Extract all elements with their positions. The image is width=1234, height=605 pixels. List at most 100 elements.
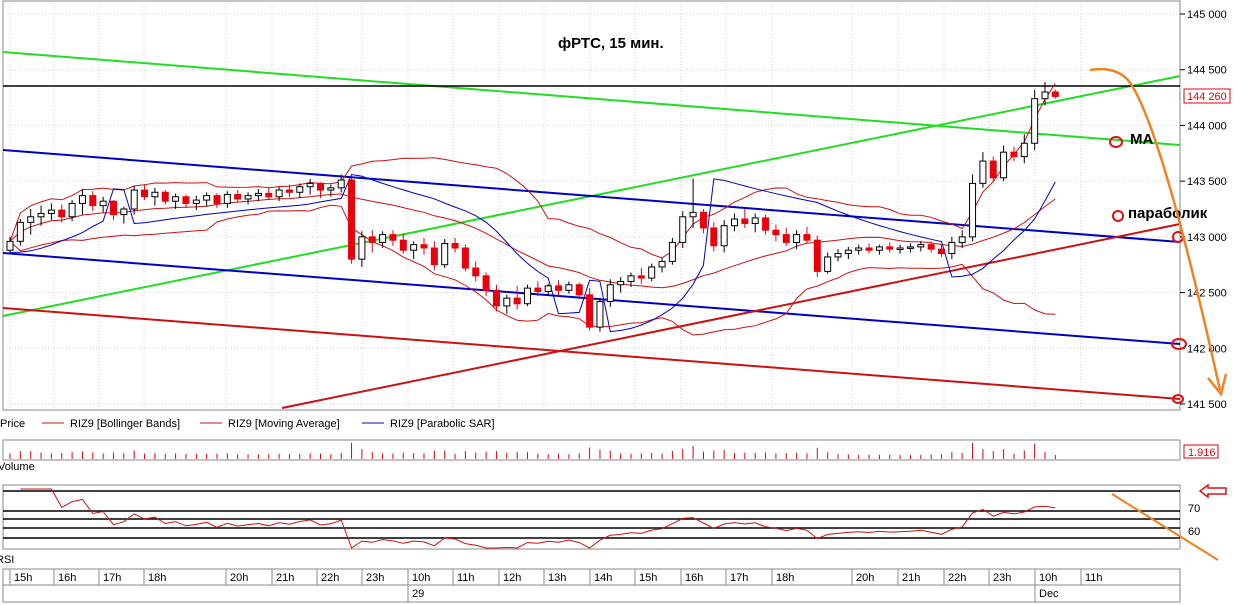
- candle-body: [958, 236, 966, 243]
- candle-body: [896, 247, 904, 250]
- candle-body: [1010, 151, 1018, 158]
- rsi-tick-70: 70: [1188, 503, 1200, 515]
- candle-body: [813, 239, 821, 272]
- candle-body: [679, 216, 687, 243]
- candle-body: [979, 160, 987, 184]
- candle-body: [389, 234, 397, 241]
- time-label: 15h: [639, 572, 657, 584]
- time-label: 22h: [321, 572, 339, 584]
- legend: Price RIZ9 [Bollinger Bands] RIZ9 [Movin…: [0, 418, 495, 430]
- candle-body: [306, 182, 314, 188]
- candle-body: [969, 182, 977, 238]
- candle-body: [824, 256, 832, 272]
- candle-body: [865, 247, 873, 251]
- marker-target-3: [1172, 394, 1184, 404]
- red-trendline-rising: [281, 223, 1181, 409]
- candle-body: [606, 284, 614, 302]
- candle-body: [368, 236, 376, 243]
- price-panel-frame: [2, 0, 1181, 411]
- candle-body: [617, 280, 625, 286]
- candle-body: [78, 195, 86, 204]
- candle-body: [586, 294, 594, 328]
- candle-body: [6, 240, 14, 251]
- price-tick-label: 144 000: [1187, 120, 1227, 132]
- annotation-parabolic: параболик: [1128, 205, 1208, 222]
- blue-channel-upper: [2, 149, 1181, 243]
- volume-label: Volume: [0, 461, 35, 473]
- time-label: 11h: [457, 572, 475, 584]
- indicator-lines: [9, 83, 1056, 336]
- candle-body: [741, 218, 749, 224]
- candle-body: [379, 234, 387, 243]
- time-label: 17h: [103, 572, 121, 584]
- forecast-arrowhead: [1207, 373, 1228, 397]
- rsi-label: RSI: [0, 554, 14, 566]
- time-label: 22h: [948, 572, 966, 584]
- volume-panel-frame: [2, 439, 1181, 461]
- candle-body: [234, 194, 242, 200]
- marker-parabolic: [1112, 210, 1124, 222]
- forecast-arrow: [1089, 67, 1222, 391]
- candle-body: [130, 189, 138, 210]
- volume-readout-box: [1183, 444, 1219, 459]
- candle-body: [348, 179, 356, 260]
- legend-bollinger: RIZ9 [Bollinger Bands]: [70, 418, 180, 430]
- candle-body: [16, 221, 24, 242]
- candle-body: [327, 187, 335, 191]
- candle-body: [141, 189, 149, 198]
- annotation-ma: MA: [1130, 131, 1153, 148]
- moving-average: [9, 193, 1056, 289]
- rsi-arrow-marker: [1198, 483, 1227, 499]
- candle-body: [917, 244, 925, 248]
- candle-body: [110, 200, 117, 216]
- marker-target-2: [1171, 338, 1187, 350]
- candle-body: [513, 297, 521, 305]
- time-label: 15h: [14, 572, 32, 584]
- candle-body: [275, 189, 283, 198]
- candle-body: [1031, 98, 1039, 144]
- candle-body: [762, 217, 770, 231]
- candle-body: [555, 285, 563, 291]
- time-label: 18h: [776, 572, 794, 584]
- candle-body: [938, 248, 945, 255]
- green-trendline-falling: [2, 51, 1181, 146]
- candle-body: [89, 195, 97, 207]
- candle-body: [1041, 91, 1049, 100]
- candle-body: [710, 227, 718, 247]
- candle-body: [844, 249, 852, 255]
- price-tick-label: 142 000: [1187, 343, 1227, 355]
- candle-body: [285, 189, 293, 193]
- legend-price: Price: [0, 418, 25, 430]
- time-axis-labels: 15h 16h 17h 18h 20h 21h 22h 23h 10h 11h 12h 13h 14h 1…: [9, 569, 1103, 602]
- time-label: 14h: [594, 572, 612, 584]
- candle-body: [161, 191, 169, 202]
- time-label: 21h: [276, 572, 294, 584]
- last-price-box: [1183, 88, 1231, 104]
- price-tick-label: 145 000: [1187, 9, 1227, 21]
- time-label: 21h: [902, 572, 920, 584]
- price-tick-label: 144 500: [1187, 65, 1227, 77]
- price-tick-label: 142 500: [1187, 288, 1227, 300]
- time-label: 12h: [503, 572, 521, 584]
- candle-body: [244, 195, 252, 200]
- legend-ma: RIZ9 [Moving Average]: [228, 418, 340, 430]
- time-label: 20h: [856, 572, 874, 584]
- parabolic-sar: [9, 173, 1056, 333]
- rsi-line: [20, 488, 1056, 549]
- marker-ma: [1109, 136, 1123, 148]
- candle-body: [492, 289, 500, 307]
- time-label: 13h: [548, 572, 566, 584]
- candle-body: [482, 275, 490, 291]
- time-label: 16h: [58, 572, 76, 584]
- rsi-panel-frame: [2, 484, 1181, 550]
- candle-body: [358, 236, 366, 260]
- candle-body: [1051, 91, 1059, 97]
- candle-body: [1000, 151, 1008, 179]
- candle-body: [461, 247, 469, 269]
- candle-body: [524, 287, 531, 305]
- candle-body: [1020, 142, 1028, 158]
- candle-body: [658, 260, 666, 268]
- candle-body: [875, 246, 883, 251]
- candle-body: [203, 195, 211, 201]
